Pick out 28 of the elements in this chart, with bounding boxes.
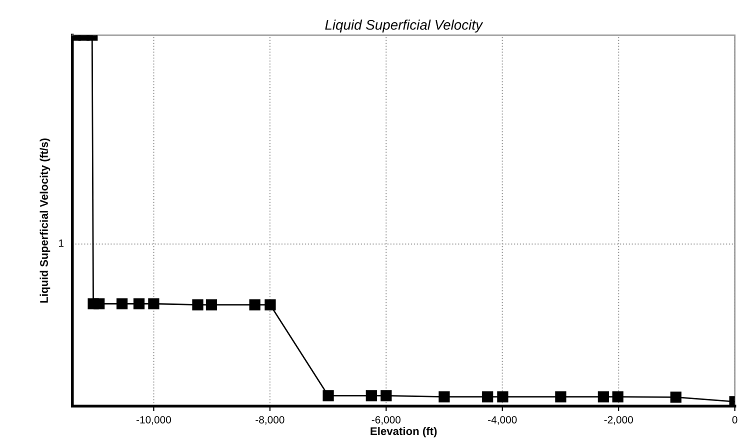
x-tick-label: -2,000 [604,416,633,425]
point [670,392,682,403]
point [612,391,624,402]
point [555,391,566,402]
point [438,391,450,402]
point [206,299,218,310]
point [94,298,105,310]
point [148,298,160,310]
point [482,391,494,402]
point [380,390,392,402]
point [598,391,609,402]
point [249,299,260,310]
chart-title: Liquid Superficial Velocity [325,20,484,33]
text: 1 [59,240,64,247]
x-tick-label: -6,000 [372,416,401,425]
y-axis-title: Liquid Superficial Velocity (ft/s) [40,138,50,303]
x-axis-title: Elevation (ft) [370,426,437,438]
x-tick-label: -10,000 [136,416,171,425]
x-tick-label: -4,000 [488,416,517,425]
point [192,299,204,310]
x-tick-label: -8,000 [256,416,284,425]
point [366,390,377,402]
point [264,299,276,310]
point [322,390,334,402]
point [497,391,508,402]
point [116,298,128,310]
x-tick-label: 0 [732,416,738,424]
point [133,298,145,310]
